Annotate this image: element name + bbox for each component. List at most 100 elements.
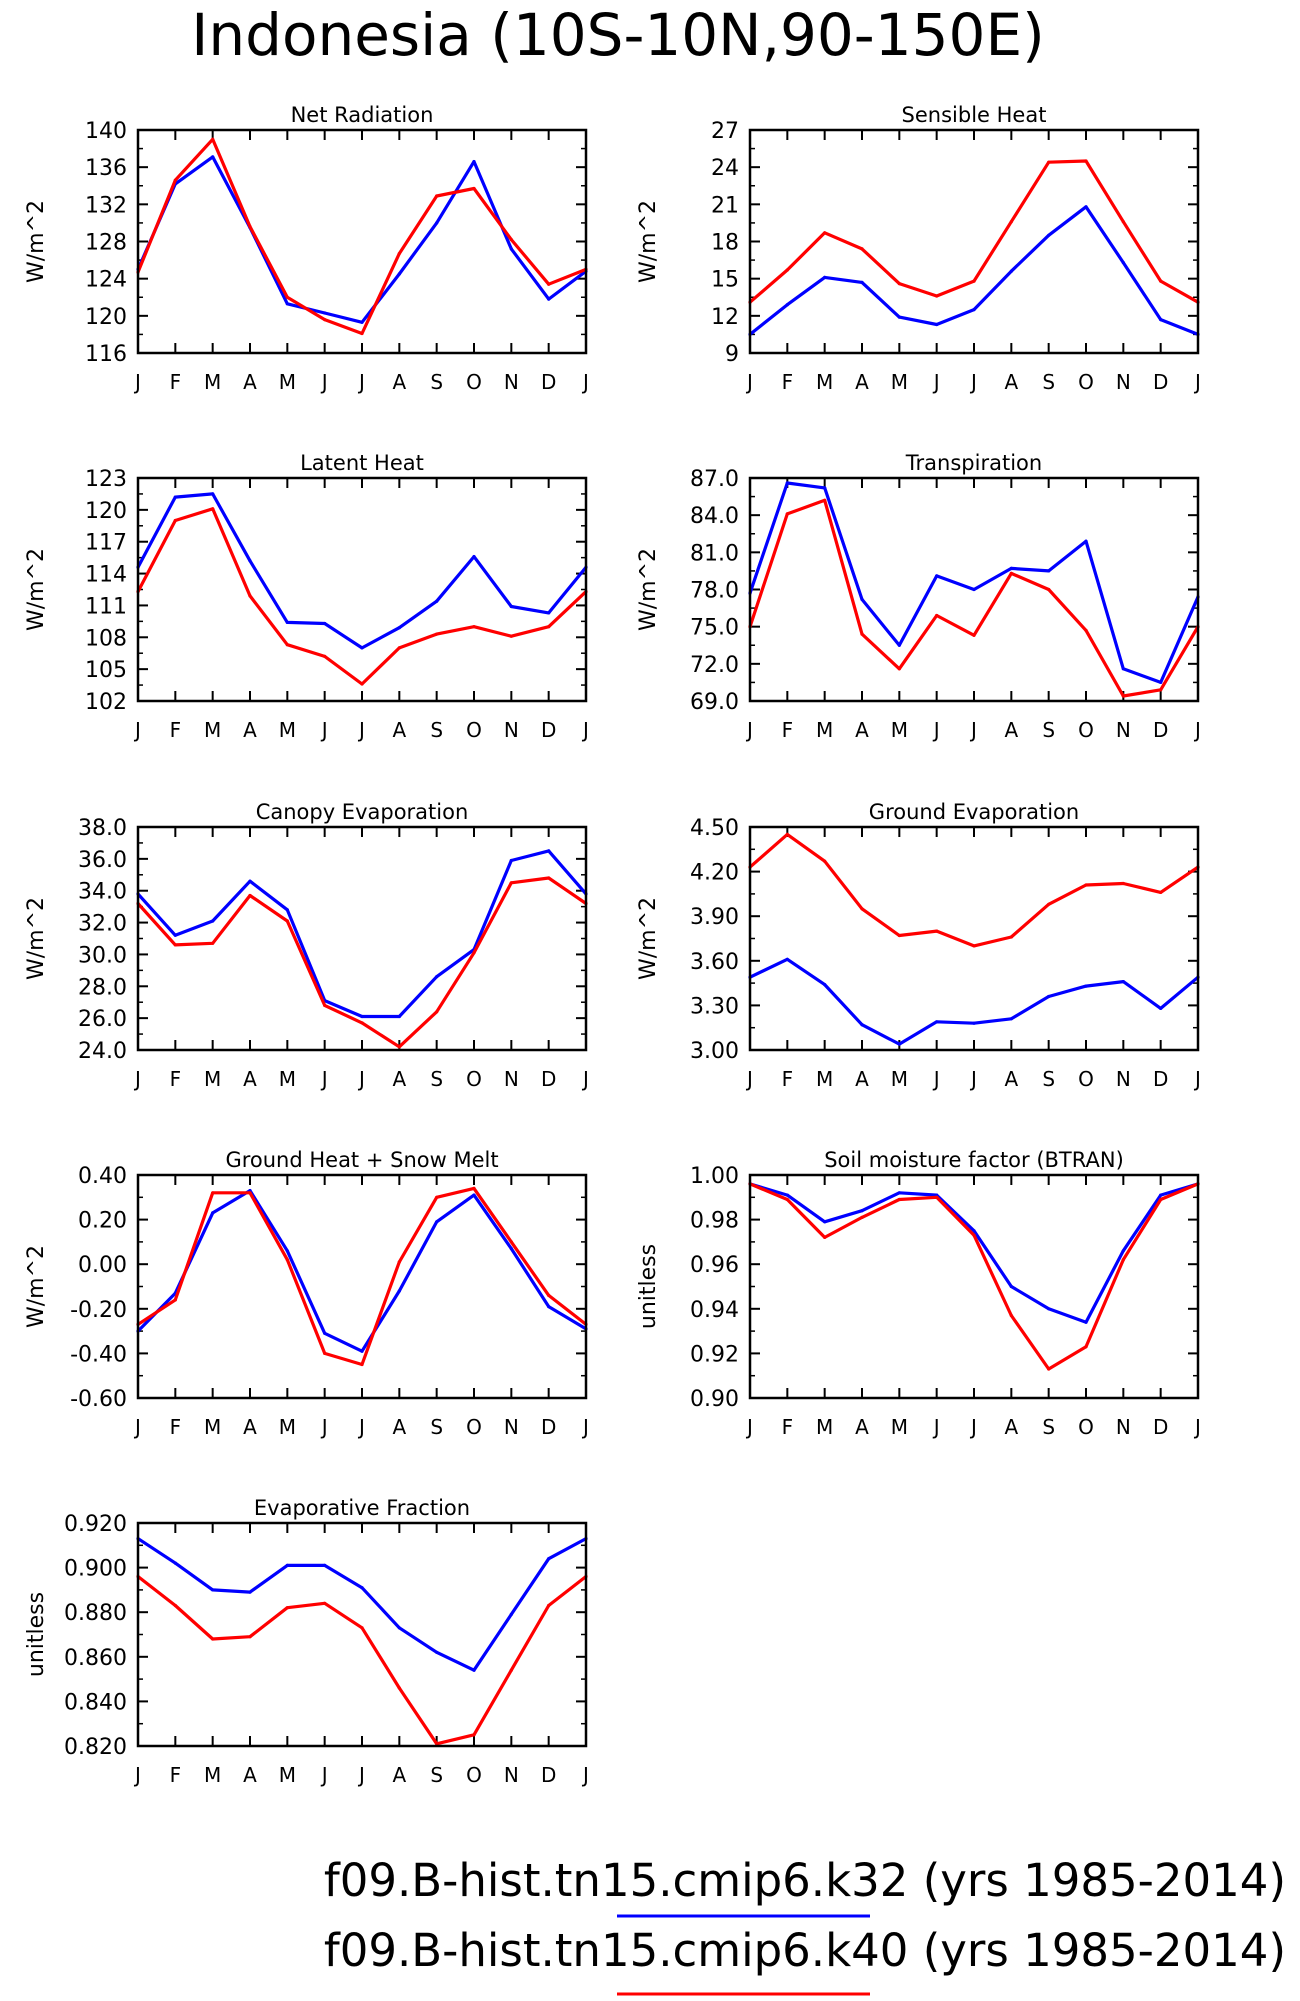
x-tick-label: O [466, 370, 482, 394]
data-point [785, 1197, 789, 1202]
data-point [211, 492, 215, 496]
y-tick-label: 0.860 [64, 1646, 127, 1671]
data-point [397, 646, 401, 650]
y-tick-label: 72.0 [690, 653, 739, 678]
data-point [323, 621, 327, 626]
x-tick-label: M [891, 718, 908, 742]
x-tick-label: F [782, 718, 794, 742]
data-point [897, 282, 901, 286]
series-k32 [748, 957, 1200, 1046]
x-tick-label: O [1078, 370, 1094, 394]
panel-transpiration: Transpiration 69.0 72.0 75.0 78.0 81.0 84.0 87.… [636, 451, 1201, 742]
data-point [323, 1003, 327, 1008]
series-line [136, 155, 587, 324]
x-tick-label: J [357, 718, 365, 742]
y-ticks: 0.820 0.840 0.860 0.880 0.900 0.920 [64, 1512, 586, 1760]
x-tick-label: S [430, 718, 443, 742]
y-tick-label: 18 [711, 231, 739, 256]
x-tick-label: J [320, 370, 328, 394]
data-point [360, 1349, 364, 1353]
panel-title: Canopy Evaporation [256, 800, 469, 824]
x-tick-label: O [1078, 1067, 1094, 1091]
series-k32 [136, 849, 588, 1019]
data-point [935, 1195, 939, 1199]
y-tick-label: 0.820 [64, 1735, 127, 1760]
y-tick-label: 30.0 [78, 943, 127, 968]
x-tick-label: O [466, 718, 482, 742]
x-tick-label: A [392, 370, 406, 394]
series-k40 [136, 1574, 588, 1746]
x-tick-label: A [855, 1415, 869, 1439]
y-ticks: 9 12 15 18 21 24 27 [711, 119, 1198, 367]
x-tick-label: M [816, 370, 833, 394]
x-tick-label: A [392, 1067, 406, 1091]
data-point [547, 849, 551, 853]
data-point [435, 221, 439, 225]
x-tick-label: A [1004, 718, 1018, 742]
x-tick-label: O [1078, 1415, 1094, 1439]
x-tick-label: J [320, 718, 328, 742]
x-tick-label: N [504, 1415, 519, 1439]
y-tick-label: 15 [711, 268, 739, 293]
x-tick-label: J [1193, 370, 1201, 394]
data-point [1159, 279, 1163, 283]
x-tick-label: D [541, 370, 556, 394]
data-point [285, 919, 289, 923]
panel-title: Latent Heat [300, 451, 424, 475]
data-point [285, 295, 289, 299]
series-line [748, 498, 1200, 698]
y-tick-label: -0.40 [70, 1342, 127, 1367]
data-point [547, 1293, 551, 1297]
panel-net-radiation: Net Radiation 116 120 124 128 132 136 140 W/m^2 J… [24, 103, 589, 394]
data-point [823, 498, 827, 502]
data-point [173, 943, 177, 947]
x-tick-label: N [504, 718, 519, 742]
data-point [397, 1260, 401, 1264]
y-tick-label: 36.0 [78, 848, 127, 873]
y-tick-label: -0.20 [70, 1298, 127, 1323]
y-tick-label: 108 [85, 626, 127, 651]
data-point [397, 1626, 401, 1630]
y-tick-label: 3.00 [690, 1039, 739, 1064]
data-point [472, 951, 476, 955]
y-axis-label: W/m^2 [636, 548, 661, 631]
data-point [935, 322, 939, 327]
panel-title: Soil moisture factor (BTRAN) [824, 1148, 1124, 1172]
data-point [472, 1193, 476, 1197]
data-point [248, 559, 252, 563]
y-tick-label: 28.0 [78, 975, 127, 1000]
data-point [935, 574, 939, 578]
y-tick-label: 0.94 [690, 1298, 739, 1323]
data-point [823, 983, 827, 987]
y-tick-label: 0.840 [64, 1690, 127, 1715]
y-tick-label: 0.96 [690, 1253, 739, 1278]
data-point [323, 654, 327, 659]
x-tick-label: A [243, 370, 257, 394]
legend-label-k40: f09.B-hist.tn15.cmip6.k40 (yrs 1985-2014… [324, 1924, 1286, 1977]
series-line [748, 832, 1199, 948]
y-tick-label: 12 [711, 305, 739, 330]
data-point [285, 908, 289, 912]
data-point [211, 1637, 215, 1641]
y-tick-label: 114 [85, 563, 127, 588]
data-point [248, 225, 252, 229]
data-point [509, 881, 513, 885]
panel-latent-heat: Latent Heat 102 105 108 111 114 117 120 123 W/m^2… [24, 451, 589, 742]
series-line [749, 957, 1200, 1046]
y-tick-label: 0.00 [78, 1253, 127, 1278]
data-point [547, 297, 551, 301]
data-point [1121, 667, 1125, 671]
data-point [435, 1010, 439, 1014]
data-point [173, 518, 177, 523]
data-point [323, 1351, 327, 1355]
data-point [972, 279, 976, 283]
data-point [860, 1215, 864, 1219]
panel-evaporative-fraction: Evaporative Fraction 0.820 0.840 0.860 0.880… [24, 1496, 589, 1787]
y-tick-label: 0.920 [64, 1512, 127, 1537]
y-ticks: -0.60 -0.40 -0.20 0.00 0.20 0.40 [70, 1164, 586, 1412]
data-point [285, 1563, 289, 1567]
data-point [472, 1186, 476, 1190]
data-point [1121, 261, 1125, 265]
